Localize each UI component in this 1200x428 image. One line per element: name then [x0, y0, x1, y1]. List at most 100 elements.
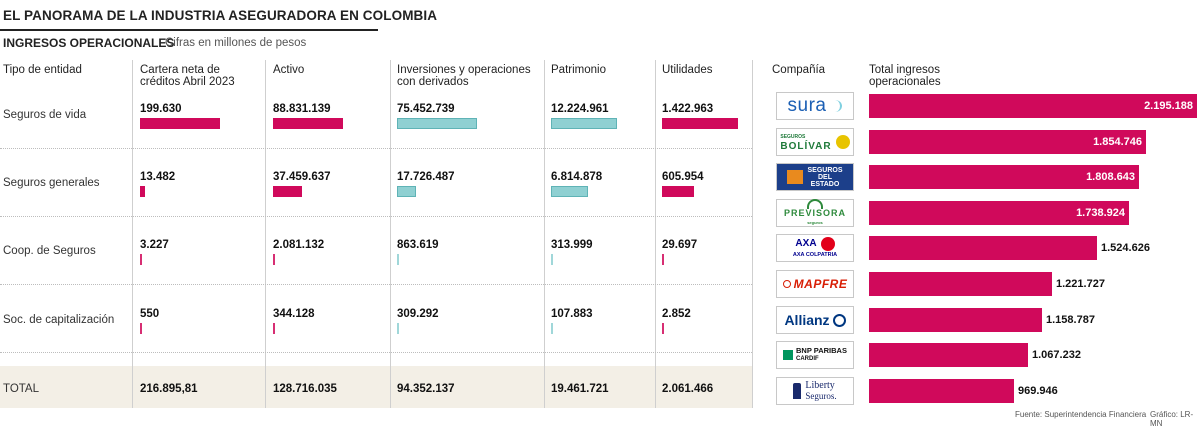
- cell-value: 550: [140, 308, 160, 320]
- cell-bar: [662, 118, 738, 129]
- estado-emblem-icon: [787, 170, 804, 184]
- cell-bar: [551, 186, 588, 197]
- cell-value: 3.227: [140, 239, 169, 251]
- column-separator: [544, 60, 545, 408]
- company-value-label: 1.854.746: [1093, 136, 1142, 148]
- column-header: Inversiones y operaciones con derivados: [397, 64, 531, 88]
- row-label: Coop. de Seguros: [3, 245, 96, 257]
- row-label: Seguros generales: [3, 177, 100, 189]
- total-value: 94.352.137: [397, 383, 455, 395]
- row-label: Seguros de vida: [3, 109, 87, 121]
- company-value-label: 969.946: [1018, 385, 1058, 397]
- cell-value: 605.954: [662, 171, 704, 183]
- credit-note: Gráfico: LR-MN: [1150, 410, 1194, 428]
- total-row-background: [0, 366, 752, 408]
- company-value-label: 1.524.626: [1101, 242, 1150, 254]
- mapfre-circle-icon: [782, 280, 791, 288]
- cell-value: 2.852: [662, 308, 691, 320]
- subtitle: INGRESOS OPERACIONALES: [3, 36, 175, 50]
- column-separator: [390, 60, 391, 408]
- cell-bar: [140, 186, 145, 197]
- row-label: Soc. de capitalización: [3, 314, 115, 326]
- cell-value: 37.459.637: [273, 171, 331, 183]
- cell-value: 863.619: [397, 239, 439, 251]
- cell-bar: [273, 186, 302, 197]
- company-bar: [869, 201, 1129, 225]
- cell-bar: [273, 118, 343, 129]
- cell-value: 75.452.739: [397, 103, 455, 115]
- cell-value: 1.422.963: [662, 103, 714, 115]
- company-bar: [869, 94, 1197, 118]
- company-value-label: 1.221.727: [1056, 278, 1105, 290]
- cell-bar: [397, 118, 477, 129]
- units-note: Cifras en millones de pesos: [165, 37, 307, 49]
- total-value: 19.461.721: [551, 383, 609, 395]
- company-logo: BNP PARIBAS CARDIF: [776, 341, 854, 369]
- cell-bar: [273, 254, 275, 265]
- liberty-logo-text: Liberty Seguros.: [805, 380, 836, 402]
- bolivar-flower-icon: [835, 135, 850, 149]
- company-logo: Allianz: [776, 306, 854, 334]
- company-value-label: 2.195.188: [1144, 100, 1193, 112]
- column-separator: [265, 60, 266, 408]
- company-bar: [869, 130, 1146, 154]
- cell-bar: [551, 118, 617, 129]
- cell-bar: [397, 254, 399, 265]
- cell-bar: [140, 254, 142, 265]
- estado-logo-line: DEL: [817, 173, 832, 181]
- cell-value: 88.831.139: [273, 103, 331, 115]
- company-logo: SEGUROS DEL ESTADO: [776, 163, 854, 191]
- company-value-label: 1.158.787: [1046, 314, 1095, 326]
- axa-logo-sub: AXA COLPATRIA: [792, 251, 838, 258]
- bnp-logo-line: CARDIF: [796, 356, 819, 362]
- total-value: 2.061.466: [662, 383, 714, 395]
- column-separator: [655, 60, 656, 408]
- company-value-label: 1.808.643: [1086, 171, 1135, 183]
- cell-bar: [662, 186, 694, 197]
- cell-value: 17.726.487: [397, 171, 455, 183]
- bolivar-logo-text: SEGUROS BOLÍVAR: [780, 133, 831, 152]
- company-logo: SEGUROS BOLÍVAR: [776, 128, 854, 156]
- estado-logo-text: SEGUROS DEL ESTADO: [807, 167, 842, 188]
- company-value-label: 1.738.924: [1076, 207, 1125, 219]
- cell-bar: [662, 323, 664, 334]
- cell-value: 313.999: [551, 239, 593, 251]
- cell-value: 2.081.132: [273, 239, 325, 251]
- company-logo: AXA AXA COLPATRIA: [776, 234, 854, 262]
- allianz-eagle-icon: [832, 313, 846, 327]
- row-separator: [0, 148, 752, 149]
- axa-logo-text: AXA: [795, 238, 817, 249]
- mapfre-logo-text: MAPFRE: [793, 277, 848, 291]
- cell-bar: [397, 323, 399, 334]
- previsora-logo-text: PREVISORA: [783, 208, 846, 218]
- company-logo: MAPFRE: [776, 270, 854, 298]
- previsora-arc-icon: [806, 199, 823, 209]
- estado-logo-line: ESTADO: [810, 180, 840, 188]
- company-logo: Liberty Seguros.: [776, 377, 854, 405]
- column-separator: [132, 60, 133, 408]
- previsora-logo-sub: seguros: [807, 220, 823, 225]
- axa-logo-top: AXA: [795, 236, 835, 251]
- axa-logo: AXA AXA COLPATRIA: [792, 236, 838, 260]
- company-header: Compañía: [772, 64, 826, 76]
- cell-value: 13.482: [140, 171, 176, 183]
- title-rule: [0, 29, 378, 31]
- cell-value: 12.224.961: [551, 103, 609, 115]
- liberty-logo-line: Liberty: [805, 380, 835, 391]
- bnp-stars-icon: [783, 350, 793, 360]
- total-label: TOTAL: [3, 383, 39, 395]
- total-value: 128.716.035: [273, 383, 337, 395]
- liberty-statue-icon: [793, 383, 802, 399]
- bnp-logo-text: BNP PARIBAS CARDIF: [796, 347, 847, 363]
- allianz-logo-text: Allianz: [784, 312, 830, 328]
- column-header: Patrimonio: [551, 64, 606, 76]
- cell-value: 107.883: [551, 308, 593, 320]
- estado-logo-line: SEGUROS: [807, 166, 843, 174]
- row-separator: [0, 216, 752, 217]
- company-logo: PREVISORA seguros: [776, 199, 854, 227]
- column-header: Cartera neta de créditos Abril 2023: [140, 64, 235, 88]
- column-header: Utilidades: [662, 64, 713, 76]
- company-value-label: 1.067.232: [1032, 349, 1081, 361]
- cell-bar: [551, 323, 553, 334]
- cell-value: 6.814.878: [551, 171, 603, 183]
